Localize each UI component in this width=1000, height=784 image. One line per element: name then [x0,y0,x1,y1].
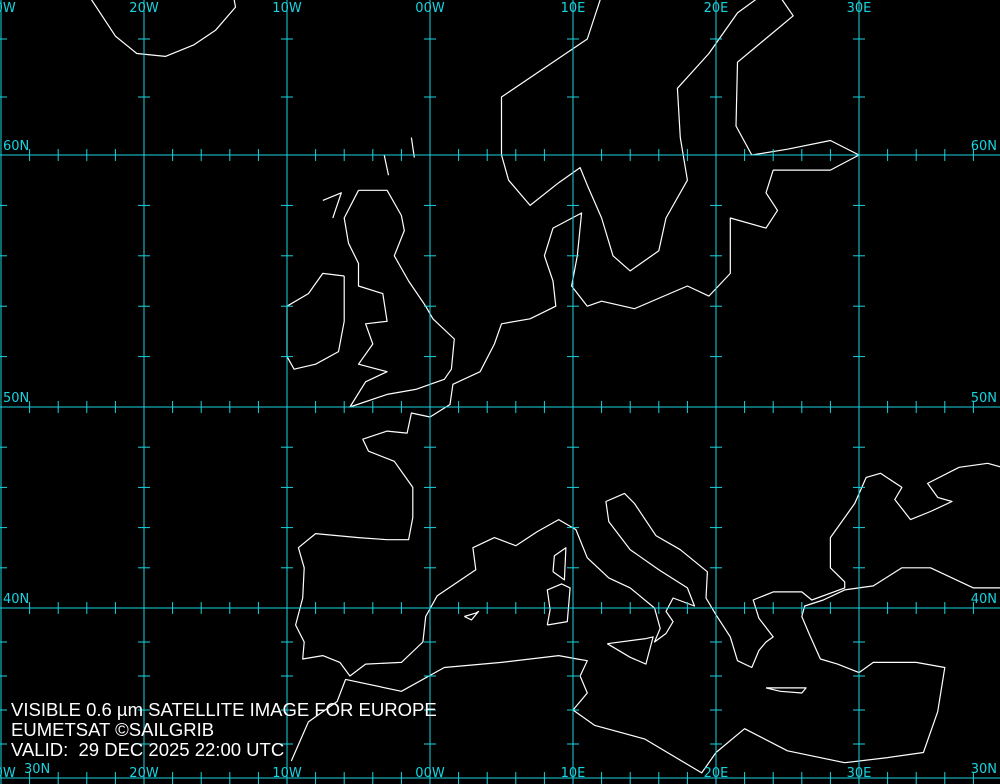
coastline [606,636,654,665]
latitude-label: 40N [3,592,29,607]
coastline [410,137,415,158]
latitude-label: 60N [971,139,997,154]
coastline [295,0,1000,677]
latitude-label: 50N [3,391,29,406]
caption-valid-time: VALID: 29 DEC 2025 22:00 UTC [11,739,285,760]
latitude-label: 50N [971,391,997,406]
coastline [546,583,571,626]
coastline [383,154,390,176]
image-caption: VISIBLE 0.6 µm SATELLITE IMAGE FOR EUROP… [11,700,437,760]
longitude-label: 30W [0,766,16,781]
longitude-label: 20E [704,1,729,16]
longitude-label: 20W [129,1,159,16]
caption-credit: EUMETSAT ©SAILGRIB [11,719,215,740]
latitude-label: 30N [24,762,50,777]
longitude-label: 10E [561,1,586,16]
latitude-label: 30N [971,762,997,777]
longitude-label: 00W [415,1,445,16]
longitude-label: 10W [272,1,302,16]
caption-title: VISIBLE 0.6 µm SATELLITE IMAGE FOR EUROP… [11,699,437,720]
coastline [322,192,342,219]
longitude-label: 30W [0,1,16,16]
coastline [90,0,237,58]
coastline [464,610,480,621]
longitude-label: 30E [847,1,872,16]
coastline [286,272,345,370]
coastline [765,687,807,694]
coastline [290,567,1000,774]
latitude-label: 40N [971,592,997,607]
coastline [343,189,455,408]
latitude-label: 60N [3,139,29,154]
coastline [552,547,567,581]
